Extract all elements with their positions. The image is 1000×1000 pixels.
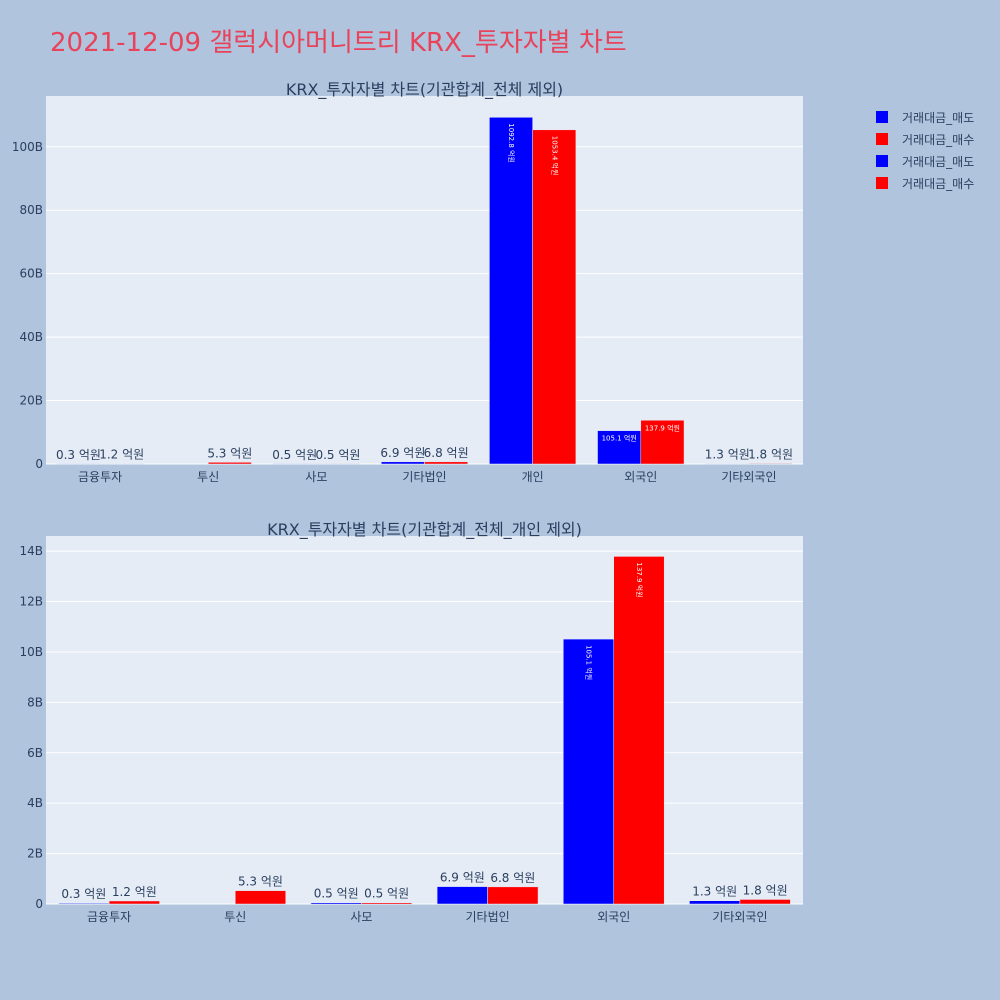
x-tick-label: 외국인 (624, 470, 657, 484)
x-tick-label: 기타외국인 (721, 470, 776, 484)
y-tick-label: 6B (27, 746, 43, 760)
data-label: 6.9 억원 (380, 446, 425, 460)
bar (563, 638, 614, 905)
y-tick-label: 12B (19, 595, 43, 609)
bar (310, 902, 362, 905)
data-label: 137.9 억원 (635, 562, 644, 597)
plot-area (46, 536, 803, 904)
bar (58, 902, 110, 905)
legend-item-buy[interactable]: 거래대금_매수 (876, 128, 974, 150)
legend-item-buy[interactable]: 거래대금_매수 (876, 172, 974, 194)
y-tick-label: 8B (27, 695, 43, 709)
y-tick-label: 2B (27, 847, 43, 861)
bar (235, 890, 286, 905)
x-tick-label: 금융투자 (87, 910, 131, 924)
data-label: 6.8 억원 (490, 871, 535, 885)
data-label: 6.9 억원 (440, 871, 485, 885)
bar (532, 129, 577, 465)
chart-title: KRX_투자자별 차트(기관합계_전체 제외) (286, 80, 563, 100)
x-tick-label: 외국인 (597, 910, 630, 924)
x-tick-label: 기타법인 (402, 470, 446, 484)
data-label: 1053.4 억원 (550, 136, 559, 176)
data-label: 105.1 억원 (602, 434, 637, 443)
chart-title: KRX_투자자별 차트(기관합계_전체_개인 제외) (267, 520, 582, 540)
x-tick-label: 기타법인 (465, 910, 509, 924)
x-tick-label: 사모 (350, 910, 372, 924)
legend-swatch (876, 111, 888, 123)
data-label: 105.1 억원 (585, 645, 594, 680)
x-tick-label: 기타외국인 (712, 910, 767, 924)
y-tick-label: 0 (35, 457, 43, 471)
bar (613, 556, 665, 905)
legend-item-sell[interactable]: 거래대금_매도 (876, 150, 974, 172)
x-tick-label: 금융투자 (78, 470, 122, 484)
y-tick-label: 40B (19, 330, 43, 344)
legend-label: 거래대금_매도 (902, 154, 975, 169)
data-label: 5.3 억원 (207, 446, 252, 460)
data-label: 0.5 억원 (272, 448, 317, 462)
x-tick-label: 개인 (522, 470, 544, 484)
x-tick-label: 투신 (197, 470, 219, 484)
data-label: 5.3 억원 (238, 875, 283, 889)
data-label: 0.5 억원 (314, 887, 359, 901)
page-title: 2021-12-09 갤럭시아머니트리 KRX_투자자별 차트 (50, 28, 627, 58)
data-label: 1.8 억원 (743, 883, 788, 897)
bar (424, 461, 469, 465)
data-label: 0.5 억원 (364, 887, 409, 901)
legend-label: 거래대금_매도 (902, 110, 975, 125)
x-tick-label: 투신 (224, 910, 246, 924)
y-tick-label: 100B (12, 140, 43, 154)
bar (207, 462, 252, 465)
data-label: 0.3 억원 (56, 448, 101, 462)
legend-label: 거래대금_매수 (902, 132, 975, 147)
y-tick-label: 80B (19, 203, 43, 217)
legend-swatch (876, 133, 888, 145)
bar (436, 886, 488, 905)
data-label: 1.3 억원 (705, 448, 750, 462)
y-tick-label: 10B (19, 645, 43, 659)
data-label: 1.8 억원 (748, 447, 793, 461)
bar (361, 902, 413, 905)
data-label: 0.5 억원 (315, 448, 360, 462)
legend-item-sell[interactable]: 거래대금_매도 (876, 106, 974, 128)
data-label: 0.3 억원 (61, 887, 106, 901)
data-label: 1092.8 억원 (507, 123, 516, 163)
y-tick-label: 14B (19, 544, 43, 558)
bar (108, 900, 160, 905)
bar (748, 463, 793, 465)
data-label: 1.2 억원 (112, 885, 157, 899)
bar (489, 117, 533, 465)
bar (739, 899, 791, 905)
bar (640, 420, 685, 465)
bar (380, 461, 425, 465)
data-label: 1.2 억원 (99, 448, 144, 462)
data-label: 6.8 억원 (424, 446, 469, 460)
legend-swatch (876, 155, 888, 167)
bar (487, 886, 539, 905)
plot-area (46, 96, 803, 464)
legend[interactable]: 거래대금_매도 거래대금_매수 거래대금_매도 거래대금_매수 (876, 106, 974, 194)
y-tick-label: 0 (35, 897, 43, 911)
data-label: 137.9 억원 (645, 423, 680, 432)
y-tick-label: 60B (19, 267, 43, 281)
y-tick-label: 4B (27, 796, 43, 810)
y-tick-label: 20B (19, 394, 43, 408)
data-label: 1.3 억원 (692, 885, 737, 899)
legend-label: 거래대금_매수 (902, 176, 975, 191)
bar (689, 900, 741, 905)
legend-swatch (876, 177, 888, 189)
x-tick-label: 사모 (305, 470, 327, 484)
